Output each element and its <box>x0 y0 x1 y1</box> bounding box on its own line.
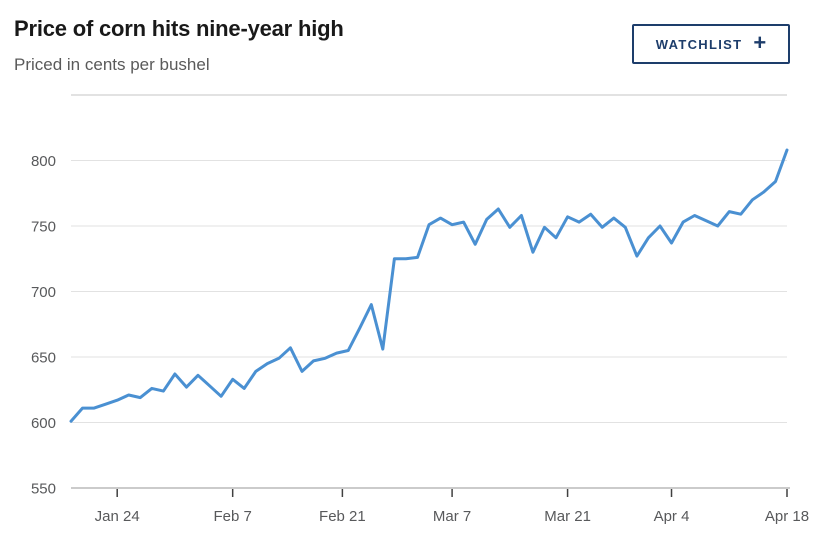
price-line <box>69 148 789 423</box>
y-axis-label: 700 <box>31 284 56 301</box>
y-axis-label: 550 <box>31 481 56 498</box>
price-chart: 550 600 650 700 750 800 Jan 24 Feb 7 Feb 21 Mar 7… <box>0 90 815 538</box>
x-axis-label: Apr 18 <box>765 508 809 525</box>
page-title: Price of corn hits nine-year high <box>14 16 344 41</box>
y-axis-label: 800 <box>31 153 56 170</box>
watchlist-button-label: WATCHLIST <box>655 36 743 52</box>
x-axis-label: Apr 4 <box>654 508 690 525</box>
y-axis-label: 650 <box>31 350 56 367</box>
chart-header: Price of corn hits nine-year high Priced… <box>0 0 815 90</box>
plus-icon: + <box>753 29 767 55</box>
price-chart-svg: 550 600 650 700 750 800 Jan 24 Feb 7 Feb 21 Mar 7… <box>31 94 809 525</box>
page-subtitle: Priced in cents per bushel <box>14 55 210 74</box>
x-axis-label: Jan 24 <box>95 508 140 525</box>
x-axis-label: Mar 21 <box>544 508 591 525</box>
x-axis-label: Feb 7 <box>213 508 251 525</box>
watchlist-button[interactable]: WATCHLIST + <box>632 24 790 64</box>
x-axis-label: Feb 21 <box>319 508 366 525</box>
y-axis-label: 600 <box>31 415 56 432</box>
y-axis-label: 750 <box>31 219 56 236</box>
x-axis-label: Mar 7 <box>433 508 471 525</box>
